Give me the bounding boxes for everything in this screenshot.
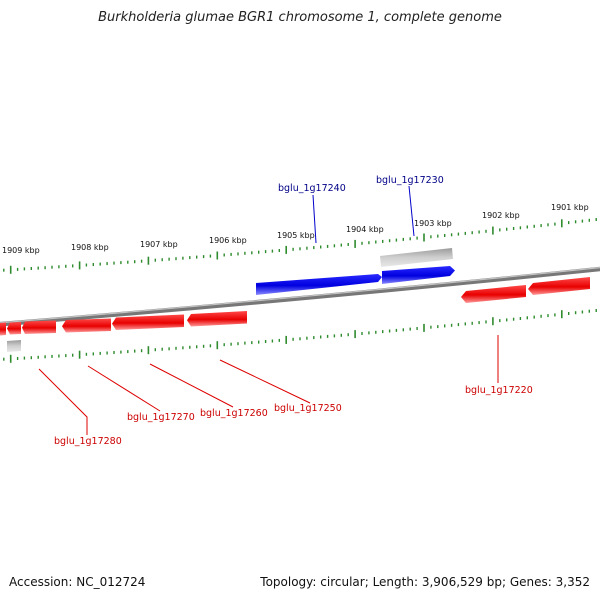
map-title: Burkholderia glumae BGR1 chromosome 1, c… <box>98 10 502 25</box>
gene-label-bglu-1g17260[interactable]: bglu_1g17260 <box>200 408 268 419</box>
gene-label-bglu-1g17220[interactable]: bglu_1g17220 <box>465 385 533 396</box>
scale-label-1909: 1909 kbp <box>2 246 40 255</box>
genes-value: 3,352 <box>555 575 590 589</box>
outer-scale-ticks <box>3 218 597 274</box>
inner-scale-ticks <box>3 309 597 363</box>
accession-value: NC_012724 <box>76 575 146 589</box>
accession-info: Accession: NC_012724 <box>9 575 145 589</box>
gene-bglu-1g17240[interactable] <box>256 274 382 295</box>
gene-label-bglu-1g17240[interactable]: bglu_1g17240 <box>278 183 346 194</box>
scale-label-1901: 1901 kbp <box>551 203 589 212</box>
chromosome-backbone <box>0 266 600 327</box>
gene-bglu-1g17250[interactable] <box>187 311 247 327</box>
scale-label-1907: 1907 kbp <box>140 240 178 249</box>
leader-bglu-1g17240 <box>312 194 317 244</box>
gene-bglu-1g17270[interactable] <box>62 318 111 333</box>
gene-label-bglu-1g17280[interactable]: bglu_1g17280 <box>54 436 122 447</box>
scale-label-1908: 1908 kbp <box>71 243 109 252</box>
gene-bglu-1g17230[interactable] <box>382 266 455 284</box>
topology-value: circular <box>320 575 365 589</box>
scale-label-1905: 1905 kbp <box>277 231 315 240</box>
length-label: Length: <box>372 575 419 589</box>
accession-label: Accession: <box>9 575 73 589</box>
gene-label-bglu-1g17230[interactable]: bglu_1g17230 <box>376 175 444 186</box>
label-leader-lines <box>38 185 499 435</box>
scale-labels: 1909 kbp 1908 kbp 1907 kbp 1906 kbp 1905… <box>2 203 589 255</box>
gene-red-small[interactable] <box>7 322 21 335</box>
scale-label-1906: 1906 kbp <box>209 236 247 245</box>
genes-label: Genes: <box>509 575 552 589</box>
gene-labels: bglu_1g17240 bglu_1g17230 bglu_1g17220 b… <box>54 175 533 447</box>
gene-red-edge[interactable] <box>0 322 6 336</box>
gene-bglu-1g17220[interactable] <box>461 285 526 303</box>
pseudo-genes <box>7 248 453 352</box>
leader-bglu-1g17230 <box>408 185 415 237</box>
gene-bglu-1g17260[interactable] <box>112 314 184 331</box>
topology-label: Topology: <box>260 575 317 589</box>
reverse-genes <box>0 277 590 336</box>
leader-bglu-1g17280 <box>38 368 88 435</box>
scale-label-1903: 1903 kbp <box>414 219 452 228</box>
genome-stats: Topology: circular; Length: 3,906,529 bp… <box>260 575 590 589</box>
leader-bglu-1g17260 <box>149 363 234 408</box>
length-value: 3,906,529 bp <box>421 575 502 589</box>
scale-label-1902: 1902 kbp <box>482 211 520 220</box>
gene-label-bglu-1g17250[interactable]: bglu_1g17250 <box>274 403 342 414</box>
feature-gray-lower[interactable] <box>7 340 21 352</box>
gene-bglu-1g17280[interactable] <box>22 320 56 335</box>
gene-label-bglu-1g17270[interactable]: bglu_1g17270 <box>127 412 195 423</box>
forward-genes <box>256 266 455 295</box>
scale-label-1904: 1904 kbp <box>346 225 384 234</box>
feature-gray-upper[interactable] <box>380 248 453 267</box>
leader-bglu-1g17270 <box>87 365 161 412</box>
leader-bglu-1g17250 <box>219 359 311 404</box>
gene-red-right[interactable] <box>528 277 590 295</box>
